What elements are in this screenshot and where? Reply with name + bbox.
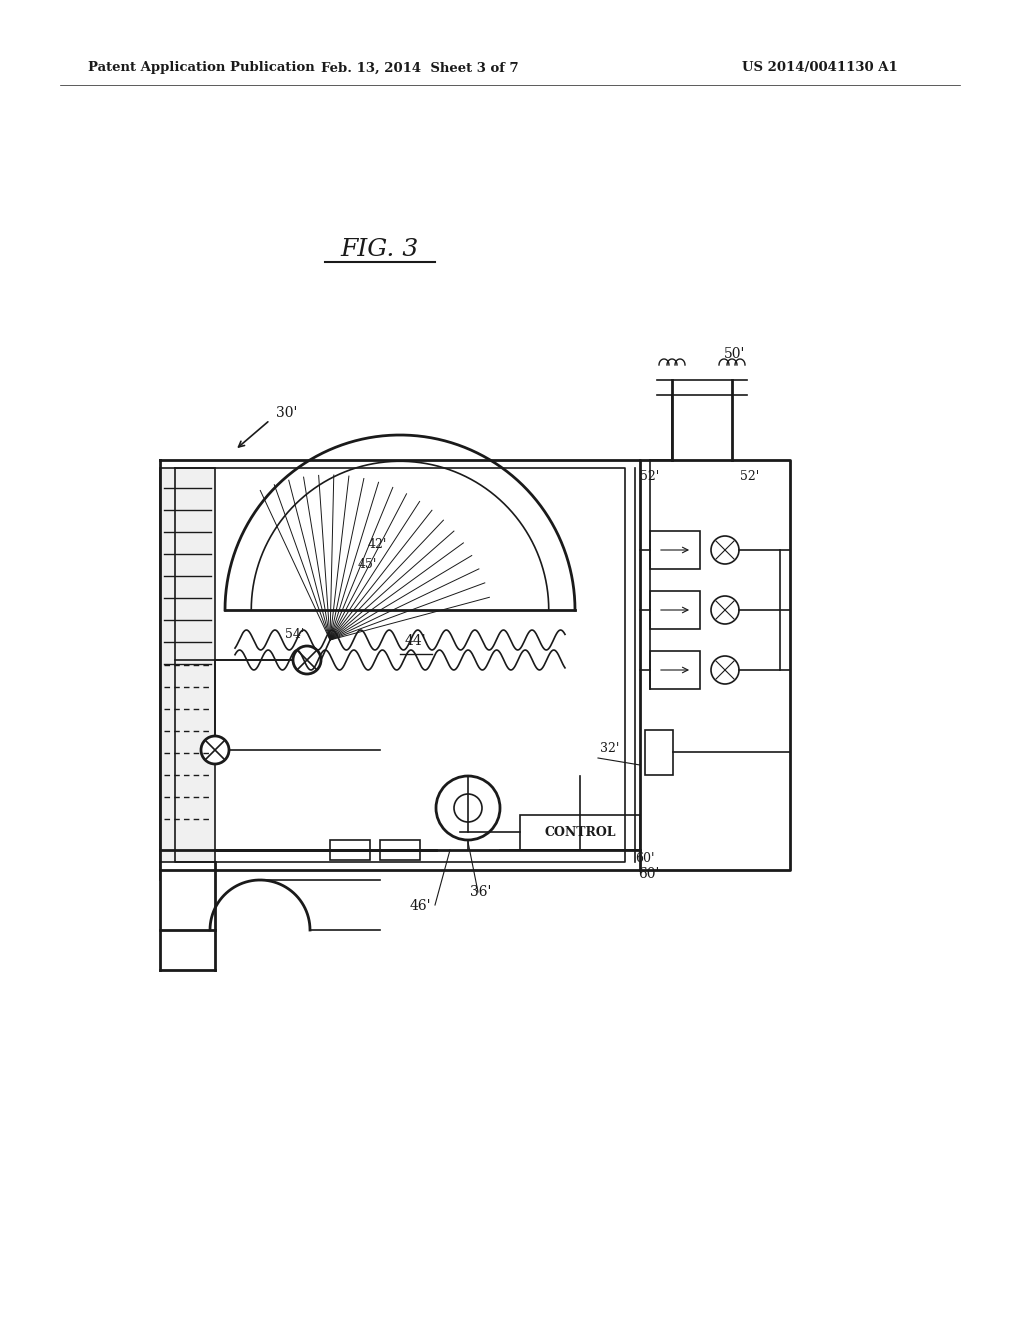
Text: 36': 36' bbox=[470, 884, 492, 899]
Circle shape bbox=[711, 656, 739, 684]
Text: CONTROL: CONTROL bbox=[544, 825, 615, 838]
Text: 52': 52' bbox=[740, 470, 759, 483]
Bar bbox=[160, 469, 215, 862]
Text: Patent Application Publication: Patent Application Publication bbox=[88, 62, 314, 74]
Text: FIG. 3: FIG. 3 bbox=[341, 239, 419, 261]
Text: 50': 50' bbox=[724, 347, 745, 360]
Circle shape bbox=[293, 645, 321, 675]
Text: 60': 60' bbox=[638, 867, 659, 880]
Text: 44': 44' bbox=[404, 634, 426, 648]
Text: Feb. 13, 2014  Sheet 3 of 7: Feb. 13, 2014 Sheet 3 of 7 bbox=[322, 62, 519, 74]
Circle shape bbox=[436, 776, 500, 840]
Text: 52': 52' bbox=[640, 470, 659, 483]
Bar bbox=[650, 531, 700, 569]
Text: 42': 42' bbox=[368, 539, 387, 550]
Text: US 2014/0041130 A1: US 2014/0041130 A1 bbox=[742, 62, 898, 74]
Text: 45': 45' bbox=[358, 558, 378, 572]
Circle shape bbox=[454, 795, 482, 822]
Bar bbox=[650, 591, 700, 630]
Bar bbox=[650, 651, 700, 689]
Circle shape bbox=[711, 597, 739, 624]
Bar bbox=[520, 814, 640, 850]
Circle shape bbox=[711, 536, 739, 564]
Text: 46': 46' bbox=[410, 899, 431, 913]
Text: 54': 54' bbox=[285, 628, 304, 642]
Bar bbox=[645, 730, 673, 775]
Bar bbox=[330, 840, 370, 861]
Circle shape bbox=[201, 737, 229, 764]
Text: 30': 30' bbox=[276, 407, 297, 420]
Text: 60': 60' bbox=[635, 851, 654, 865]
Bar bbox=[380, 840, 420, 861]
Text: 32': 32' bbox=[600, 742, 620, 755]
